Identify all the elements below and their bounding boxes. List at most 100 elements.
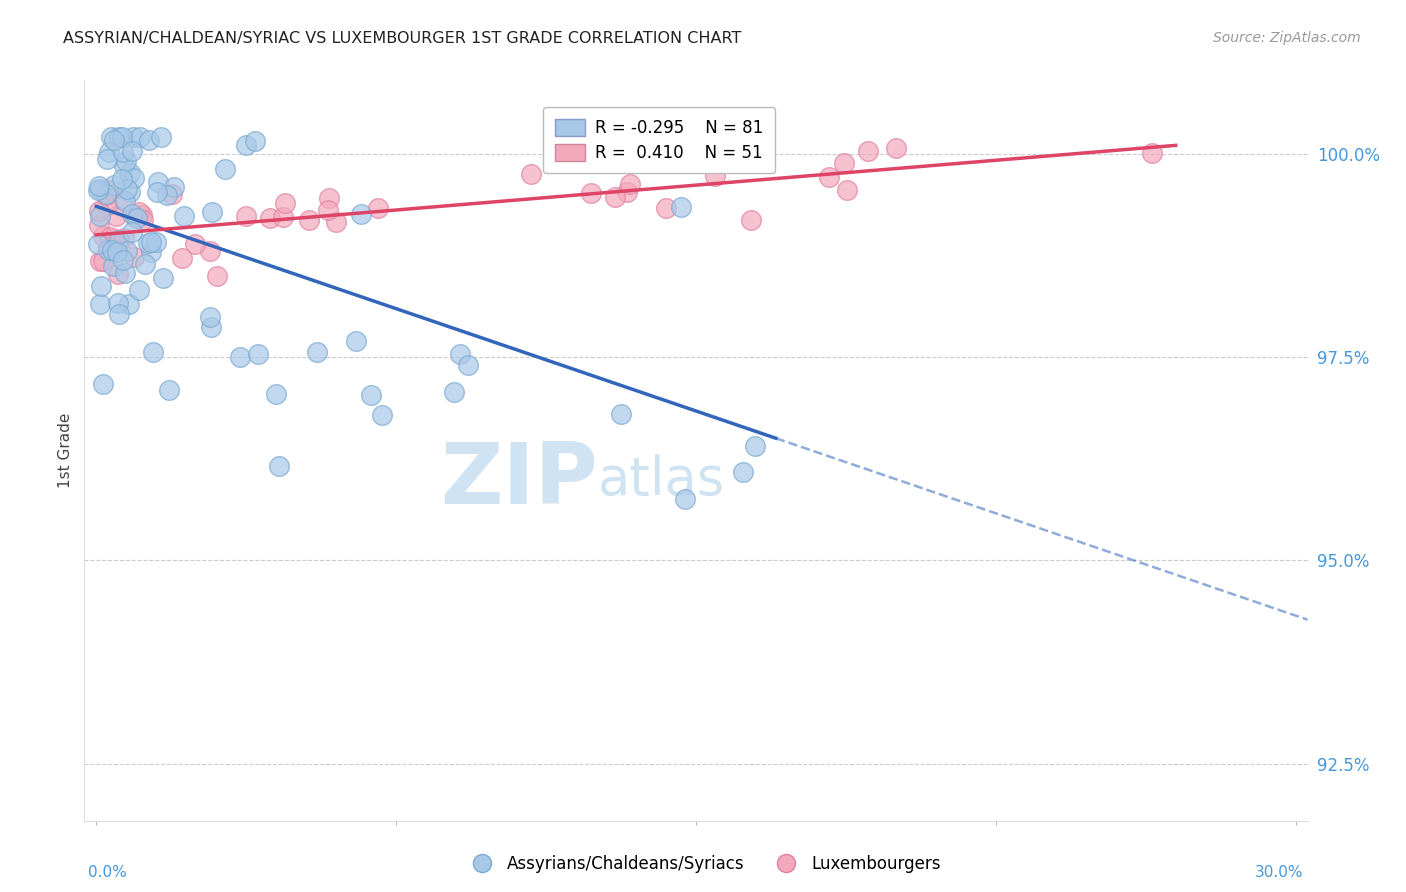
Point xyxy=(114,154,136,169)
Point xyxy=(669,200,692,214)
Point xyxy=(235,138,257,153)
Point xyxy=(704,169,727,183)
Point xyxy=(146,174,169,188)
Point xyxy=(121,144,143,158)
Point xyxy=(214,161,236,176)
Point xyxy=(91,377,114,392)
Point xyxy=(114,194,136,209)
Point xyxy=(884,141,907,155)
Text: atlas: atlas xyxy=(598,454,725,506)
Point xyxy=(112,231,135,245)
Point xyxy=(271,211,294,225)
Point xyxy=(134,257,156,271)
Point xyxy=(264,387,287,401)
Point xyxy=(107,307,129,321)
Point xyxy=(111,145,134,159)
Point xyxy=(247,347,270,361)
Text: 30.0%: 30.0% xyxy=(1256,865,1303,880)
Point xyxy=(121,225,143,239)
Point xyxy=(229,350,252,364)
Point xyxy=(114,266,136,280)
Point xyxy=(142,345,165,359)
Point xyxy=(457,358,479,372)
Point xyxy=(605,190,627,204)
Point xyxy=(325,215,347,229)
Point xyxy=(818,170,841,185)
Point xyxy=(198,244,221,258)
Point xyxy=(273,196,295,211)
Point xyxy=(619,177,641,191)
Point xyxy=(101,259,124,273)
Point xyxy=(115,182,138,196)
Point xyxy=(122,130,145,145)
Point xyxy=(107,296,129,310)
Point xyxy=(259,211,281,226)
Point xyxy=(97,244,120,258)
Point xyxy=(155,188,177,202)
Point xyxy=(89,254,111,268)
Point xyxy=(94,188,117,202)
Point xyxy=(108,130,131,145)
Point xyxy=(111,130,134,145)
Y-axis label: 1st Grade: 1st Grade xyxy=(58,413,73,488)
Legend: Assyrians/Chaldeans/Syriacs, Luxembourgers: Assyrians/Chaldeans/Syriacs, Luxembourge… xyxy=(458,848,948,880)
Point xyxy=(205,268,228,283)
Point xyxy=(201,205,224,219)
Point xyxy=(112,193,135,207)
Point xyxy=(138,133,160,147)
Point xyxy=(122,250,145,264)
Point xyxy=(91,253,114,268)
Point xyxy=(163,180,186,194)
Point xyxy=(128,283,150,297)
Point xyxy=(367,201,389,215)
Point xyxy=(87,182,110,196)
Point xyxy=(184,237,207,252)
Point xyxy=(103,232,125,246)
Point xyxy=(318,191,340,205)
Point xyxy=(520,167,543,181)
Point xyxy=(131,213,153,227)
Point xyxy=(832,155,855,169)
Point xyxy=(100,130,122,145)
Point xyxy=(307,345,329,359)
Point xyxy=(655,201,678,215)
Point xyxy=(145,235,167,249)
Point xyxy=(101,243,124,257)
Point xyxy=(89,209,111,223)
Point xyxy=(104,238,127,252)
Point xyxy=(111,253,134,268)
Point xyxy=(150,130,173,145)
Point xyxy=(87,203,110,218)
Point xyxy=(141,235,163,250)
Point xyxy=(146,185,169,199)
Text: ZIP: ZIP xyxy=(440,439,598,522)
Point xyxy=(89,219,111,233)
Point xyxy=(243,134,266,148)
Point xyxy=(112,159,135,173)
Point xyxy=(117,244,139,258)
Point xyxy=(97,145,120,160)
Point xyxy=(235,209,257,223)
Point xyxy=(121,207,143,221)
Point xyxy=(100,183,122,197)
Point xyxy=(96,198,118,212)
Point xyxy=(350,207,373,221)
Point xyxy=(107,267,129,281)
Point xyxy=(858,144,880,158)
Text: Source: ZipAtlas.com: Source: ZipAtlas.com xyxy=(1213,31,1361,45)
Point xyxy=(616,185,638,199)
Point xyxy=(104,209,127,223)
Point xyxy=(131,208,153,222)
Point xyxy=(297,213,319,227)
Point xyxy=(118,166,141,180)
Point xyxy=(89,182,111,196)
Point xyxy=(316,202,339,217)
Point xyxy=(136,236,159,251)
Point xyxy=(200,319,222,334)
Point xyxy=(87,237,110,252)
Point xyxy=(269,459,291,474)
Point xyxy=(94,186,117,201)
Point xyxy=(198,310,221,324)
Point xyxy=(103,133,125,147)
Point xyxy=(346,334,368,349)
